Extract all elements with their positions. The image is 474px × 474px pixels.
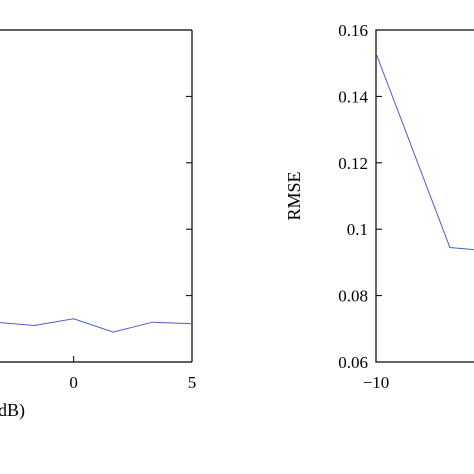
right-x-tick-labels: −10	[363, 373, 390, 392]
left-y-tick-marks	[186, 95, 192, 297]
right-series-line	[375, 53, 474, 251]
right-y-tick-label-5: 0.16	[338, 21, 368, 40]
left-x-tick-marks	[73, 356, 193, 362]
right-y-tick-label-4: 0.14	[338, 87, 368, 106]
right-y-tick-label-2: 0.1	[347, 220, 368, 239]
right-y-tick-marks	[376, 29, 382, 363]
left-x-tick-label-0: 0	[69, 373, 78, 392]
right-y-tick-labels: 0.06 0.08 0.1 0.12 0.14 0.16	[338, 21, 368, 372]
right-y-tick-label-1: 0.08	[338, 287, 368, 306]
right-y-tick-label-0: 0.06	[338, 353, 368, 372]
right-y-axis-label: RMSE	[284, 171, 304, 220]
right-y-tick-label-3: 0.12	[338, 154, 368, 173]
right-plot-frame	[375, 29, 474, 363]
left-x-tick-label-1: 5	[188, 373, 197, 392]
left-x-axis-label: dB)	[0, 400, 25, 421]
right-chart: 0.06 0.08 0.1 0.12 0.14 0.16 −10 RMSE	[284, 21, 474, 392]
left-series-line	[0, 318, 193, 333]
right-x-tick-label-0: −10	[363, 373, 390, 392]
